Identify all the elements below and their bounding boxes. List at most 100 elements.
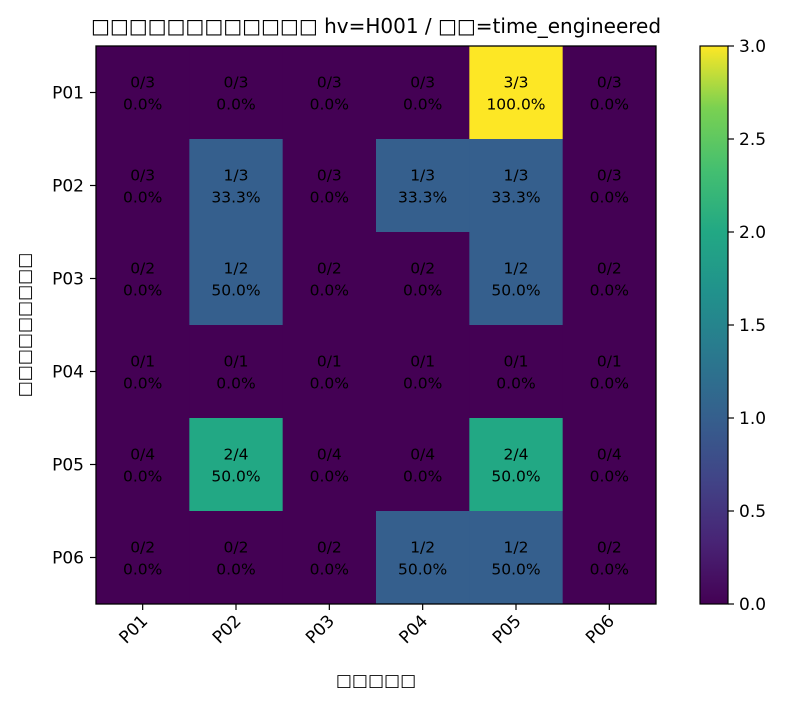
- heatmap-cell-P05-P03: [282, 418, 377, 512]
- cell-label-P06-P06-percent: 0.0%: [590, 561, 629, 579]
- heatmap-cell-P04-P01: [96, 325, 190, 419]
- cell-label-P04-P04-count: 0/1: [410, 353, 435, 371]
- heatmap-cell-P03-P06: [562, 232, 657, 326]
- heatmap-cell-P06-P06: [562, 511, 657, 605]
- heatmap-cell-P02-P03: [282, 139, 377, 233]
- heatmap-cell-P06-P01: [96, 511, 190, 605]
- heatmap-cell-P06-P05: [469, 511, 564, 605]
- cell-label-P02-P05-percent: 33.3%: [491, 189, 540, 207]
- cell-label-P01-P03-percent: 0.0%: [310, 96, 349, 114]
- cell-label-P05-P06-count: 0/4: [597, 446, 622, 464]
- heatmap-cell-P01-P05: [469, 46, 564, 140]
- cell-label-P03-P06-percent: 0.0%: [590, 282, 629, 300]
- heatmap-cell-P01-P01: [96, 46, 190, 140]
- colorbar-tick-label: 1.5: [739, 316, 766, 336]
- cell-label-P05-P02-percent: 50.0%: [211, 468, 260, 486]
- cell-label-P02-P03-count: 0/3: [317, 167, 342, 185]
- cell-label-P05-P01-percent: 0.0%: [123, 468, 162, 486]
- x-axis-label: □□□□□: [336, 671, 416, 691]
- colorbar-tick-label: 0.0: [739, 595, 766, 615]
- heatmap-cell-P03-P02: [189, 232, 284, 326]
- heatmap-cell-P05-P01: [96, 418, 190, 512]
- cell-label-P03-P01-count: 0/2: [130, 260, 155, 278]
- cell-label-P05-P04-count: 0/4: [410, 446, 435, 464]
- colorbar-tick-label: 1.0: [739, 409, 766, 429]
- heatmap-cell-P03-P05: [469, 232, 564, 326]
- cell-label-P04-P01-count: 0/1: [130, 353, 155, 371]
- heatmap-cell-P03-P03: [282, 232, 377, 326]
- cell-label-P02-P01-count: 0/3: [130, 167, 155, 185]
- cell-label-P06-P04-count: 1/2: [410, 539, 435, 557]
- cell-label-P06-P01-count: 0/2: [130, 539, 155, 557]
- cell-label-P05-P03-percent: 0.0%: [310, 468, 349, 486]
- heatmap-cell-P06-P04: [376, 511, 470, 605]
- cell-label-P05-P01-count: 0/4: [130, 446, 155, 464]
- heatmap-cell-P06-P02: [189, 511, 284, 605]
- cell-label-P06-P06-count: 0/2: [597, 539, 622, 557]
- x-tick-label: P01: [116, 611, 153, 648]
- colorbar-gradient: [700, 46, 728, 604]
- plot-frame: [95, 45, 657, 605]
- cell-label-P06-P03-percent: 0.0%: [310, 561, 349, 579]
- heatmap-cell-P04-P02: [189, 325, 284, 419]
- heatmap-cell-P02-P02: [189, 139, 284, 233]
- cell-label-P02-P01-percent: 0.0%: [123, 189, 162, 207]
- heatmap-cell-P06-P03: [282, 511, 377, 605]
- x-tick-label: P06: [582, 611, 619, 648]
- cell-label-P06-P05-percent: 50.0%: [491, 561, 540, 579]
- heatmap-cell-P05-P02: [189, 418, 284, 512]
- heatmap-cell-P03-P01: [96, 232, 190, 326]
- cell-label-P01-P02-percent: 0.0%: [216, 96, 255, 114]
- cell-label-P02-P04-count: 1/3: [410, 167, 435, 185]
- cell-label-P06-P01-percent: 0.0%: [123, 561, 162, 579]
- colorbar: 0.0 0.5 1.0 1.5 2.0 2.5 3.0: [699, 37, 766, 615]
- colorbar-tick-label: 2.5: [739, 130, 766, 150]
- cell-label-P04-P02-percent: 0.0%: [216, 375, 255, 393]
- cell-label-P03-P02-percent: 50.0%: [211, 282, 260, 300]
- y-axis-label: □□□□□□□□□: [15, 253, 35, 398]
- cell-label-P04-P05-count: 0/1: [504, 353, 529, 371]
- cell-label-P02-P02-count: 1/3: [224, 167, 249, 185]
- cell-label-P03-P05-percent: 50.0%: [491, 282, 540, 300]
- chart-title: □□□□□□□□□□□□ hv=H001 / □□=time_engineere…: [91, 14, 661, 38]
- y-tick-label: P01: [52, 84, 84, 104]
- x-tick-label: P05: [489, 611, 526, 648]
- heatmap-cell-P01-P02: [189, 46, 284, 140]
- y-tick-label: P04: [52, 363, 84, 383]
- heatmap-cell-P05-P05: [469, 418, 564, 512]
- y-tick-label: P03: [52, 270, 84, 290]
- cell-label-P01-P06-percent: 0.0%: [590, 96, 629, 114]
- heatmap-cell-P02-P01: [96, 139, 190, 233]
- colorbar-tick-label: 2.0: [739, 223, 766, 243]
- heatmap-cell-P01-P03: [282, 46, 377, 140]
- x-axis-ticks: P01 P02 P03 P04 P05 P06: [116, 604, 619, 648]
- cell-label-P03-P05-count: 1/2: [504, 260, 529, 278]
- colorbar-tick-label: 0.5: [739, 502, 766, 522]
- heatmap-cell-P05-P06: [562, 418, 657, 512]
- cell-label-P02-P06-percent: 0.0%: [590, 189, 629, 207]
- heatmap-cell-P02-P06: [562, 139, 657, 233]
- x-tick-label: P04: [396, 611, 433, 648]
- cell-label-P04-P03-percent: 0.0%: [310, 375, 349, 393]
- cell-label-P03-P06-count: 0/2: [597, 260, 622, 278]
- cell-label-P04-P05-percent: 0.0%: [496, 375, 535, 393]
- x-tick-label: P02: [209, 611, 246, 648]
- cell-label-P05-P03-count: 0/4: [317, 446, 342, 464]
- cell-label-P03-P04-percent: 0.0%: [403, 282, 442, 300]
- cell-label-P06-P03-count: 0/2: [317, 539, 342, 557]
- x-tick-label: P03: [302, 611, 339, 648]
- cell-label-P04-P03-count: 0/1: [317, 353, 342, 371]
- cell-label-P01-P03-count: 0/3: [317, 74, 342, 92]
- cell-labels: 0/3 0.0% 0/3 0.0% 0/3 0.0% 0/3 0.0% 3/3 100.0% 0/3…: [123, 74, 629, 579]
- cell-label-P02-P04-percent: 33.3%: [398, 189, 447, 207]
- cell-label-P05-P04-percent: 0.0%: [403, 468, 442, 486]
- cell-label-P01-P06-count: 0/3: [597, 74, 622, 92]
- cell-label-P03-P01-percent: 0.0%: [123, 282, 162, 300]
- cell-label-P01-P05-count: 3/3: [504, 74, 529, 92]
- cell-label-P05-P05-count: 2/4: [504, 446, 529, 464]
- heatmap-cell-P04-P04: [376, 325, 470, 419]
- cell-label-P03-P03-percent: 0.0%: [310, 282, 349, 300]
- cell-label-P02-P03-percent: 0.0%: [310, 189, 349, 207]
- heatmap-cells: [96, 46, 657, 605]
